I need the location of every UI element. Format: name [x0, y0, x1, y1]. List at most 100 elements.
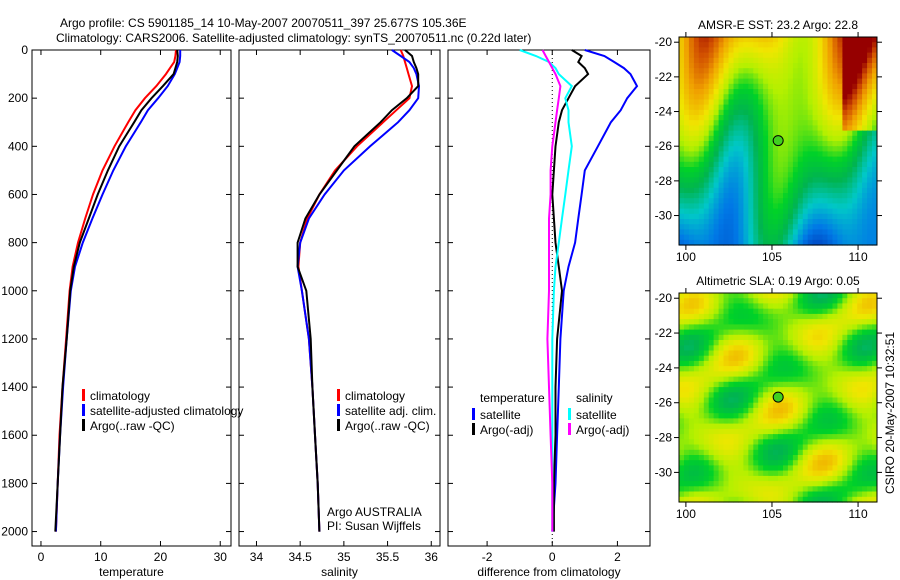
- map-cell: [698, 94, 705, 100]
- map-cell: [802, 37, 809, 43]
- map-cell: [718, 125, 725, 132]
- map-cell: [817, 73, 824, 80]
- map-cell: [842, 381, 848, 388]
- map-cell: [728, 434, 734, 440]
- map-cell: [688, 109, 695, 116]
- map-cell: [867, 303, 873, 310]
- map-cell: [847, 193, 853, 199]
- legend-heading: temperature: [480, 391, 545, 405]
- map-cell: [872, 360, 878, 367]
- map-cell: [872, 496, 878, 503]
- map-cell: [708, 455, 715, 461]
- map-cell: [802, 63, 809, 69]
- map-cell: [708, 381, 715, 388]
- map-cell: [847, 42, 853, 48]
- map-cell: [817, 413, 824, 419]
- map-cell: [773, 89, 779, 95]
- y-tick-label: -26: [655, 396, 673, 410]
- map-cell: [872, 52, 878, 59]
- map-cell: [723, 334, 729, 341]
- map-cell: [768, 345, 774, 352]
- map-cell: [852, 418, 858, 425]
- map-cell: [743, 198, 749, 204]
- map-cell: [807, 381, 814, 388]
- map-cell: [807, 172, 814, 178]
- map-cell: [852, 481, 858, 487]
- map-cell: [693, 193, 700, 199]
- map-cell: [812, 345, 819, 352]
- map-cell: [797, 203, 804, 210]
- map-cell: [733, 407, 739, 414]
- map-cell: [773, 115, 779, 121]
- map-cell: [763, 465, 769, 472]
- map-cell: [688, 392, 695, 399]
- map-cell: [837, 94, 843, 100]
- map-cell: [743, 156, 749, 163]
- map-cell: [817, 360, 824, 367]
- map-cell: [778, 444, 784, 451]
- map-cell: [763, 83, 769, 90]
- map-cell: [753, 52, 759, 59]
- map-cell: [768, 239, 774, 246]
- map-cell: [753, 298, 759, 304]
- map-cell: [738, 156, 744, 163]
- map-cell: [857, 366, 863, 372]
- map-cell: [748, 78, 754, 85]
- y-tick-label: -28: [655, 174, 673, 188]
- map-cell: [684, 104, 690, 111]
- map-cell: [778, 475, 784, 482]
- map-cell: [807, 387, 814, 393]
- map-cell: [862, 161, 868, 168]
- map-cell: [787, 481, 794, 487]
- map-cell: [857, 423, 863, 430]
- map-cell: [837, 366, 843, 372]
- map-cell: [778, 496, 784, 503]
- map-cell: [688, 239, 695, 246]
- map-cell: [718, 496, 725, 503]
- map-cell: [708, 313, 715, 320]
- map-cell: [862, 298, 868, 304]
- map-cell: [713, 496, 720, 503]
- map-cell: [703, 340, 710, 346]
- map-cell: [733, 355, 739, 362]
- map-cell: [703, 470, 710, 477]
- map-cell: [862, 313, 868, 320]
- map-cell: [783, 198, 789, 204]
- map-cell: [713, 83, 720, 90]
- map-cell: [822, 423, 828, 430]
- map-cell: [684, 219, 690, 225]
- map-cell: [862, 340, 868, 346]
- map-cell: [753, 376, 759, 383]
- map-cell: [723, 208, 729, 215]
- map-cell: [827, 303, 833, 310]
- map-cell: [837, 324, 843, 331]
- map-cell: [797, 324, 804, 331]
- map-cell: [679, 47, 685, 54]
- map-cell: [763, 109, 769, 116]
- map-cell: [693, 329, 700, 336]
- map-cell: [857, 68, 863, 74]
- map-cell: [812, 52, 819, 59]
- map-cell: [733, 229, 739, 236]
- map-cell: [842, 47, 848, 54]
- map-cell: [733, 172, 739, 178]
- map-cell: [758, 151, 764, 158]
- map-cell: [708, 475, 715, 482]
- map-cell: [723, 449, 729, 456]
- map-cell: [783, 115, 789, 121]
- map-cell: [847, 465, 853, 472]
- map-cell: [733, 146, 739, 152]
- map-cell: [862, 120, 868, 126]
- map-cell: [812, 444, 819, 451]
- map-cell: [708, 239, 715, 246]
- map-cell: [698, 491, 705, 498]
- map-cell: [753, 496, 759, 503]
- map-cell: [713, 366, 720, 372]
- map-cell: [852, 68, 858, 74]
- map-cell: [842, 146, 848, 152]
- map-cell: [733, 324, 739, 331]
- map-cell: [792, 224, 799, 230]
- map-cell: [778, 345, 784, 352]
- map-cell: [822, 455, 828, 461]
- map-cell: [797, 371, 804, 378]
